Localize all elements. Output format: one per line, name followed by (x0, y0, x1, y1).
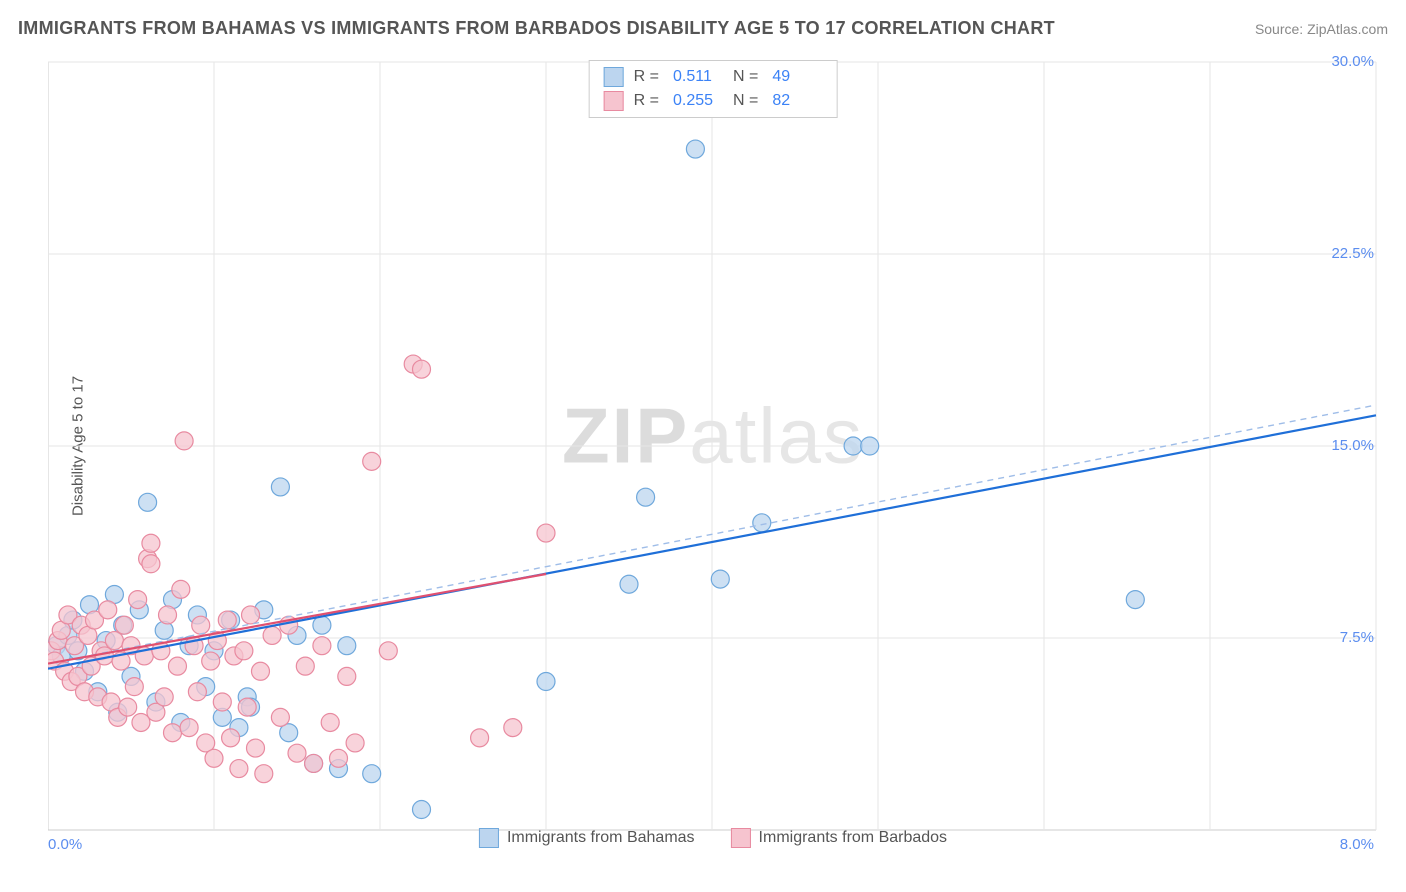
y-tick-label: 15.0% (1331, 437, 1374, 454)
x-tick-label: 0.0% (48, 836, 82, 853)
legend-correlation-row: R = 0.255 N = 82 (590, 89, 837, 113)
legend-swatch (479, 828, 499, 848)
y-tick-label: 30.0% (1331, 53, 1374, 70)
y-tick-label: 7.5% (1340, 629, 1374, 646)
legend-series-label: Immigrants from Barbados (759, 829, 948, 847)
correlation-legend: R = 0.511 N = 49 R = 0.255 N = 82 (589, 60, 838, 118)
legend-n-label: N = (733, 92, 758, 110)
legend-swatch (604, 91, 624, 111)
legend-r-label: R = (634, 92, 659, 110)
scatter-plot (48, 52, 1378, 852)
legend-series-item: Immigrants from Barbados (731, 828, 948, 848)
legend-series-label: Immigrants from Bahamas (507, 829, 695, 847)
source-attribution: Source: ZipAtlas.com (1255, 21, 1388, 37)
legend-correlation-row: R = 0.511 N = 49 (590, 65, 837, 89)
legend-series-item: Immigrants from Bahamas (479, 828, 695, 848)
legend-swatch (731, 828, 751, 848)
legend-n-value: 49 (772, 68, 822, 86)
legend-n-value: 82 (772, 92, 822, 110)
legend-r-value: 0.511 (673, 68, 723, 86)
legend-r-label: R = (634, 68, 659, 86)
series-legend: Immigrants from Bahamas Immigrants from B… (479, 828, 947, 848)
chart-area: ZIPatlas R =0.511N =49R =0.255N =82 Immi… (48, 52, 1378, 852)
legend-r-value: 0.255 (673, 92, 723, 110)
y-tick-label: 22.5% (1331, 245, 1374, 262)
x-tick-label: 8.0% (1340, 836, 1374, 853)
chart-header: IMMIGRANTS FROM BAHAMAS VS IMMIGRANTS FR… (18, 18, 1388, 39)
chart-title: IMMIGRANTS FROM BAHAMAS VS IMMIGRANTS FR… (18, 18, 1055, 39)
legend-n-label: N = (733, 68, 758, 86)
legend-swatch (604, 67, 624, 87)
